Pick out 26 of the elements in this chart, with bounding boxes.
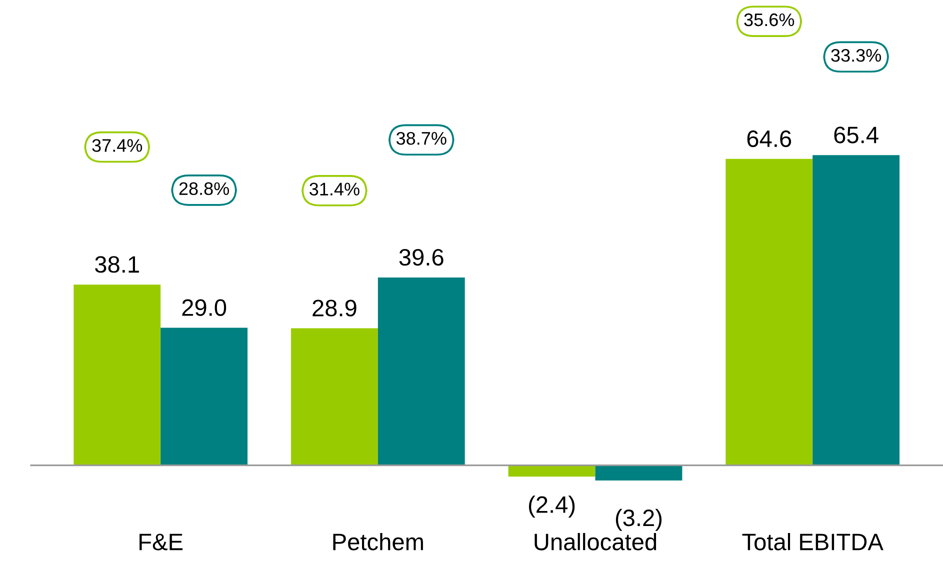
data-label: 39.6 xyxy=(399,248,444,266)
bar xyxy=(595,465,682,480)
x-tick-label: Unallocated xyxy=(534,533,656,550)
bar xyxy=(74,284,161,466)
bar xyxy=(508,465,596,477)
bar xyxy=(726,158,813,466)
text: 33.3% xyxy=(831,48,882,62)
text: 37.4% xyxy=(92,139,142,152)
text: 38.7% xyxy=(396,132,446,145)
data-label: 64.6 xyxy=(747,130,792,148)
data-label: 28.9 xyxy=(312,300,356,316)
bar xyxy=(290,328,378,466)
data-label: 65.4 xyxy=(834,126,878,144)
data-label: 29.0 xyxy=(182,299,226,316)
annotation: 28.8% xyxy=(179,182,230,196)
bar xyxy=(378,277,465,466)
text: 35.6% xyxy=(744,13,794,26)
x-tick-label: Total EBITDA xyxy=(742,533,884,550)
data-label: (3.2) xyxy=(616,508,662,531)
x-tick-label: Petchem xyxy=(333,533,423,550)
data-label: (2.4) xyxy=(528,496,575,518)
data-label: 38.1 xyxy=(95,256,139,273)
bar xyxy=(160,328,248,466)
annotation: 31.4% xyxy=(310,182,360,196)
x-tick-label: F&E xyxy=(140,534,183,550)
bar xyxy=(812,155,900,466)
